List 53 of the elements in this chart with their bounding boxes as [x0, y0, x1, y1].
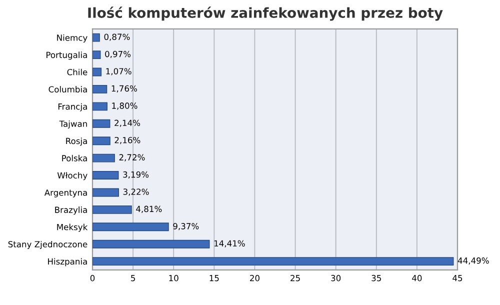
data-label: 0,87% [104, 34, 130, 41]
y-tick-label: Niemcy [57, 34, 88, 42]
data-label: 2,72% [119, 154, 145, 162]
bar [92, 222, 169, 232]
data-label: 1,76% [112, 85, 137, 92]
chart-title: Ilość komputerów zainfekowanych przez boty [88, 6, 443, 21]
x-tick-label: 45 [452, 275, 462, 282]
y-tick-label: Włochy [57, 172, 88, 180]
data-label: 9,37% [173, 223, 199, 230]
bar [92, 68, 102, 76]
data-label: 44,49% [458, 257, 489, 265]
x-tick-label: 30 [331, 274, 341, 282]
x-tick-label: 20 [250, 274, 260, 282]
y-tick-label: Portugalia [46, 52, 87, 60]
y-tick-label: Tajwan [59, 120, 87, 129]
bar [92, 171, 119, 180]
bar [92, 119, 110, 128]
bar [92, 240, 210, 248]
bar [92, 205, 132, 214]
y-tick-label: Brazylia [55, 206, 87, 215]
x-tick-label: 25 [290, 274, 300, 282]
y-tick-label: Polska [62, 154, 87, 162]
x-tick-label: 15 [210, 275, 219, 282]
data-label: 1,80% [112, 102, 138, 110]
data-label: 1,07% [106, 68, 132, 76]
x-tick-label: 0 [90, 274, 95, 282]
bar [92, 84, 108, 94]
bar [92, 33, 100, 42]
y-tick-label: Meksyk [57, 224, 88, 232]
y-tick-label: Francja [58, 103, 87, 112]
data-label: 0,97% [105, 50, 131, 58]
data-label: 2,16% [114, 136, 140, 144]
bar [92, 136, 110, 146]
bar [92, 257, 454, 266]
x-tick-label: 5 [131, 275, 135, 282]
y-tick-label: Argentyna [44, 190, 87, 198]
x-tick-label: 10 [169, 274, 178, 282]
bar [92, 154, 115, 162]
y-tick-label: Rosja [66, 138, 87, 146]
data-label: 4,81% [136, 206, 162, 213]
bar [92, 188, 119, 197]
y-tick-label: Columbia [48, 86, 87, 92]
x-tick-label: 40 [412, 274, 422, 282]
bar [92, 50, 101, 60]
y-tick-label: Hiszpania [48, 258, 87, 266]
y-tick-label: Chile [67, 68, 88, 76]
data-label: 2,14% [114, 120, 140, 127]
data-label: 3,22% [123, 188, 149, 196]
x-tick-label: 35 [372, 274, 381, 282]
data-label: 14,41% [214, 240, 245, 248]
data-label: 3,19% [123, 171, 149, 179]
bar [92, 102, 108, 111]
y-tick-label: Stany Zjednoczone [8, 240, 88, 250]
